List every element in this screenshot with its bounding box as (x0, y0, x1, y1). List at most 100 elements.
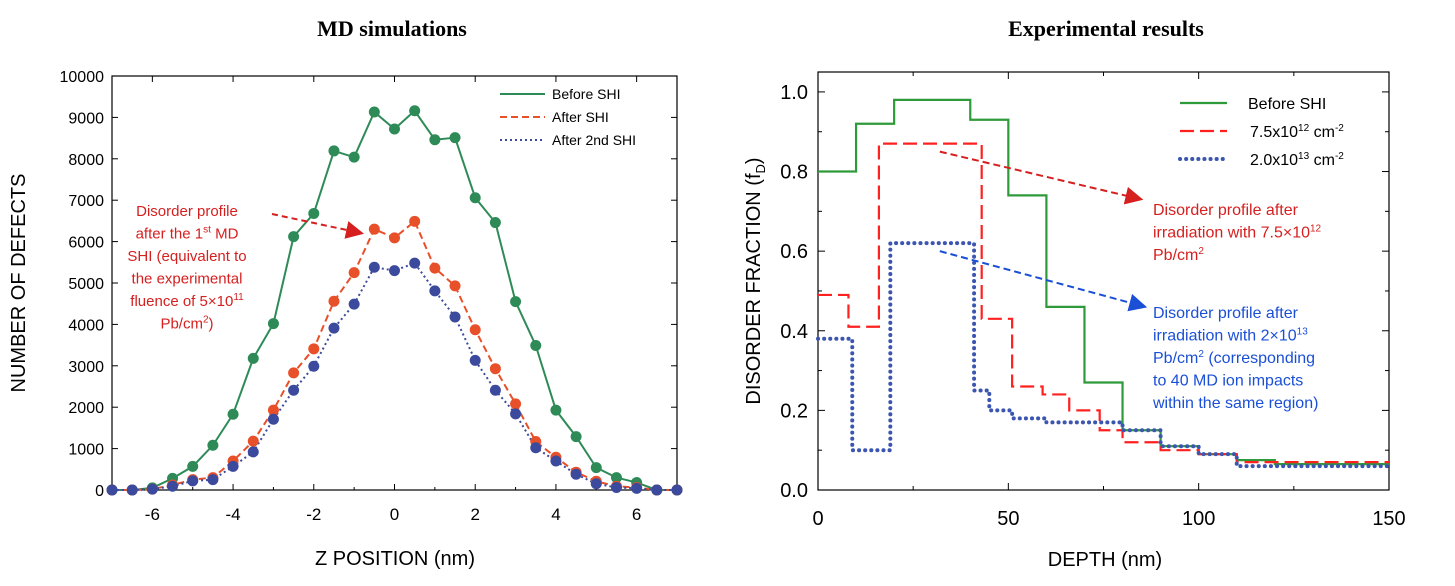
legend-label: 7.5x1012 cm-2 (1250, 123, 1344, 141)
right-chart-title: Experimental results (1008, 16, 1204, 41)
data-point (469, 354, 481, 366)
y-tick-label: 1000 (68, 442, 104, 459)
annotation-text: Pb/cm2 (1153, 246, 1204, 264)
data-point (489, 384, 501, 396)
y-tick-label: 0.2 (780, 400, 808, 422)
annotation-text: fluence of 5×1011 (130, 292, 244, 310)
data-point (247, 446, 259, 458)
data-point (590, 462, 602, 474)
x-tick-label: 0 (812, 508, 823, 530)
x-tick-label: -2 (306, 505, 321, 524)
legend-label: Before SHI (1248, 96, 1326, 113)
data-point (288, 231, 300, 243)
y-tick-label: 4000 (68, 317, 104, 334)
annotation-text: Pb/cm2) (160, 315, 213, 333)
y-tick-label: 0.6 (780, 241, 808, 263)
x-tick-label: 2 (470, 505, 479, 524)
y-tick-label: 2000 (68, 400, 104, 417)
y-tick-label: 7000 (68, 193, 104, 210)
data-point (469, 192, 481, 204)
annotation-text: within the same region) (1152, 395, 1318, 412)
data-point (449, 311, 461, 323)
data-point (247, 435, 259, 447)
annotation-arrow (271, 213, 364, 239)
annotation-text: Pb/cm2 (corresponding (1153, 349, 1315, 367)
y-tick-label: 0.4 (780, 321, 808, 343)
data-point (409, 215, 421, 227)
data-point (449, 280, 461, 292)
x-tick-label: 6 (632, 505, 641, 524)
data-point (308, 207, 320, 219)
data-point (368, 106, 380, 118)
data-point (389, 232, 400, 244)
right-plot-frame (817, 71, 1390, 491)
data-point (409, 257, 421, 269)
data-point (328, 295, 340, 307)
y-tick-label: 8000 (68, 152, 104, 169)
data-point (389, 265, 400, 277)
y-tick-label: 1.0 (780, 82, 808, 104)
legend-label: After 2nd SHI (552, 132, 636, 148)
annotation-text: the experimental (132, 271, 243, 288)
data-point (146, 483, 158, 495)
data-point (328, 322, 340, 334)
annotation-text: Disorder profile after (1153, 305, 1299, 322)
data-point (348, 298, 360, 310)
y-tick-label: 10000 (60, 69, 105, 86)
y-tick-label: 0.8 (780, 162, 808, 184)
data-point (308, 360, 320, 372)
y-tick-label: 0.0 (780, 480, 808, 502)
data-point (368, 261, 380, 273)
data-point (207, 474, 219, 486)
series-line-2 (112, 261, 677, 491)
data-point (348, 151, 360, 163)
data-point (671, 484, 683, 496)
y-tick-label: 6000 (68, 235, 104, 252)
annotation-text: Disorder profile after (1153, 202, 1299, 219)
x-axis-label: Z POSITION (nm) (315, 548, 475, 570)
data-point (227, 408, 239, 420)
data-point (288, 367, 300, 379)
data-point (167, 480, 179, 492)
data-point (389, 123, 400, 135)
data-point (651, 484, 663, 496)
data-point (207, 439, 219, 451)
data-point (308, 343, 320, 355)
data-point (449, 132, 461, 144)
x-tick-label: 50 (997, 508, 1019, 530)
data-point (550, 404, 562, 416)
data-point (267, 413, 279, 425)
x-axis-label: DEPTH (nm) (1048, 549, 1162, 571)
data-point (267, 404, 279, 416)
annotation-arrow (939, 150, 1144, 205)
x-tick-label: 0 (390, 505, 399, 524)
left-chart-title: MD simulations (317, 16, 467, 41)
y-tick-label: 3000 (68, 359, 104, 376)
x-tick-label: 100 (1182, 508, 1215, 530)
data-point (489, 363, 501, 375)
data-point (267, 318, 279, 330)
legend-label: 2.0x1013 cm-2 (1250, 151, 1344, 169)
data-point (550, 455, 562, 467)
data-point (610, 472, 622, 484)
data-point (510, 408, 522, 420)
x-tick-label: 150 (1372, 508, 1405, 530)
series-step-1 (818, 142, 1389, 464)
x-tick-label: -4 (226, 505, 241, 524)
annotation-text: to 40 MD ion impacts (1153, 373, 1303, 390)
data-point (469, 324, 481, 336)
data-point (489, 217, 501, 229)
data-point (530, 442, 542, 454)
annotation-text: after the 1st MD (136, 225, 239, 243)
data-point (106, 484, 118, 496)
data-point (510, 296, 522, 308)
data-point (610, 482, 622, 494)
series-step-2 (816, 241, 1391, 469)
data-point (328, 145, 340, 157)
data-point (429, 134, 441, 146)
data-point (590, 478, 602, 490)
legend-label: Before SHI (552, 86, 620, 102)
y-tick-label: 9000 (68, 110, 104, 127)
data-point (530, 340, 542, 352)
